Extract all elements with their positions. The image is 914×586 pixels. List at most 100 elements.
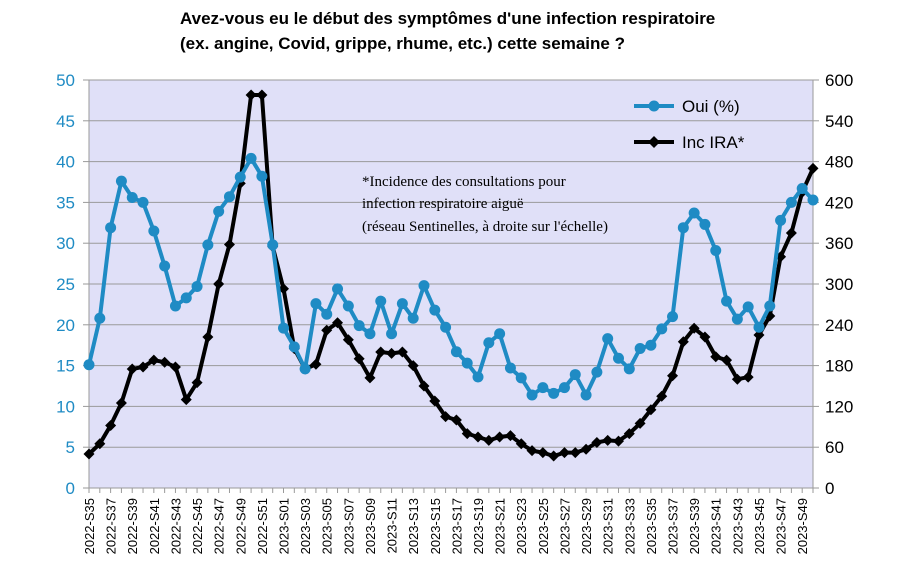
data-point-inc-ira: [94, 438, 106, 450]
x-tick-label: 2023-S07: [341, 498, 356, 554]
y-right-tick-label: 300: [825, 275, 853, 294]
data-point-inc-ira: [612, 435, 624, 447]
annotation: *Incidence des consultations pour infect…: [362, 174, 608, 235]
data-point-oui: [742, 301, 754, 313]
data-point-inc-ira: [213, 278, 225, 290]
y-right-tick-label: 540: [825, 112, 853, 131]
data-point-oui: [245, 152, 257, 164]
x-tick-label: 2022-S35: [82, 498, 97, 554]
data-point-inc-ira: [807, 162, 819, 174]
x-tick-label: 2023-S05: [320, 498, 335, 554]
data-point-inc-ira: [83, 448, 95, 460]
data-point-inc-ira: [656, 390, 668, 402]
data-point-inc-ira: [223, 239, 235, 251]
data-point-oui: [558, 382, 570, 394]
data-point-inc-ira: [137, 361, 149, 373]
data-point-oui: [321, 308, 333, 320]
y-left-tick-label: 15: [56, 357, 75, 376]
data-point-oui: [602, 333, 614, 345]
x-tick-label: 2023-S39: [687, 498, 702, 554]
x-tick-label: 2023-S19: [471, 498, 486, 554]
data-point-inc-ira: [105, 419, 117, 431]
data-point-oui: [440, 321, 452, 333]
data-point-oui: [753, 321, 765, 333]
data-point-oui: [677, 222, 689, 234]
y-left-tick-label: 30: [56, 234, 75, 253]
data-point-oui: [569, 369, 581, 381]
data-point-inc-ira: [245, 89, 257, 101]
y-right-tick-label: 600: [825, 71, 853, 90]
data-point-oui: [785, 196, 797, 208]
data-point-oui: [494, 328, 506, 340]
data-point-oui: [159, 260, 171, 272]
data-point-inc-ira: [386, 347, 398, 359]
x-tick-label: 2023-S25: [536, 498, 551, 554]
data-point-inc-ira: [494, 431, 506, 443]
data-point-oui: [472, 371, 484, 383]
x-tick-label: 2023-S11: [385, 498, 400, 553]
data-point-oui: [148, 225, 160, 237]
legend-marker-oui: [648, 100, 660, 112]
data-point-inc-ira: [742, 371, 754, 383]
data-point-oui: [83, 359, 95, 371]
x-tick-label: 2022-S47: [212, 498, 227, 554]
data-point-inc-ira: [677, 336, 689, 348]
data-point-oui: [267, 239, 279, 251]
data-point-inc-ira: [591, 436, 603, 448]
y-left-tick-label: 35: [56, 193, 75, 212]
y-right-tick-label: 0: [825, 479, 834, 498]
data-point-inc-ira: [440, 411, 452, 423]
data-point-oui: [332, 283, 344, 295]
data-point-oui: [548, 387, 560, 399]
x-tick-label: 2023-S43: [730, 498, 745, 554]
legend: Oui (%) Inc IRA*: [634, 97, 745, 152]
y-left-tick-label: 0: [66, 479, 75, 498]
series-oui: [83, 152, 819, 401]
y-left-tick-label: 25: [56, 275, 75, 294]
data-point-inc-ira: [159, 356, 171, 368]
data-point-oui: [310, 298, 322, 310]
data-point-inc-ira: [418, 380, 430, 392]
data-point-oui: [234, 171, 246, 183]
data-point-inc-ira: [342, 334, 354, 346]
data-point-oui: [504, 362, 516, 374]
data-point-inc-ira: [515, 438, 527, 450]
data-point-inc-ira: [472, 431, 484, 443]
data-point-inc-ira: [126, 363, 138, 375]
x-tick-label: 2023-S23: [514, 498, 529, 554]
data-point-oui: [353, 320, 365, 332]
data-point-oui: [202, 239, 214, 251]
data-point-inc-ira: [407, 360, 419, 372]
data-point-oui: [807, 194, 819, 206]
x-tick-label: 2023-S03: [298, 498, 313, 554]
data-point-oui: [105, 222, 117, 234]
data-point-inc-ira: [461, 428, 473, 440]
data-point-oui: [115, 175, 127, 187]
y-right-tick-label: 360: [825, 234, 853, 253]
data-point-oui: [721, 295, 733, 307]
data-point-inc-ira: [537, 447, 549, 459]
chart-title-line-2: (ex. angine, Covid, grippe, rhume, etc.)…: [180, 34, 625, 53]
x-tick-label: 2023-S13: [406, 498, 421, 554]
data-point-oui: [213, 205, 225, 217]
y-left-tick-label: 20: [56, 316, 75, 335]
data-point-oui: [656, 323, 668, 335]
axes: 0 5 10 15 20 25 30 35 40 45 50 0 60 120 180 240 300 360 42…: [56, 71, 853, 554]
data-point-oui: [623, 363, 635, 375]
data-point-oui: [580, 389, 592, 401]
data-point-inc-ira: [169, 361, 181, 373]
data-point-oui: [429, 304, 441, 316]
data-point-oui: [375, 295, 387, 307]
data-point-oui: [634, 342, 646, 354]
y-right-tick-label: 420: [825, 193, 853, 212]
data-point-inc-ira: [721, 354, 733, 366]
data-point-inc-ira: [602, 434, 614, 446]
x-tick-label: 2023-S27: [557, 498, 572, 554]
data-point-oui: [764, 300, 776, 312]
data-point-inc-ira: [731, 373, 743, 385]
data-point-inc-ira: [332, 317, 344, 329]
x-tick-label: 2023-S15: [428, 498, 443, 554]
data-point-inc-ira: [753, 329, 765, 341]
data-point-oui: [591, 366, 603, 378]
